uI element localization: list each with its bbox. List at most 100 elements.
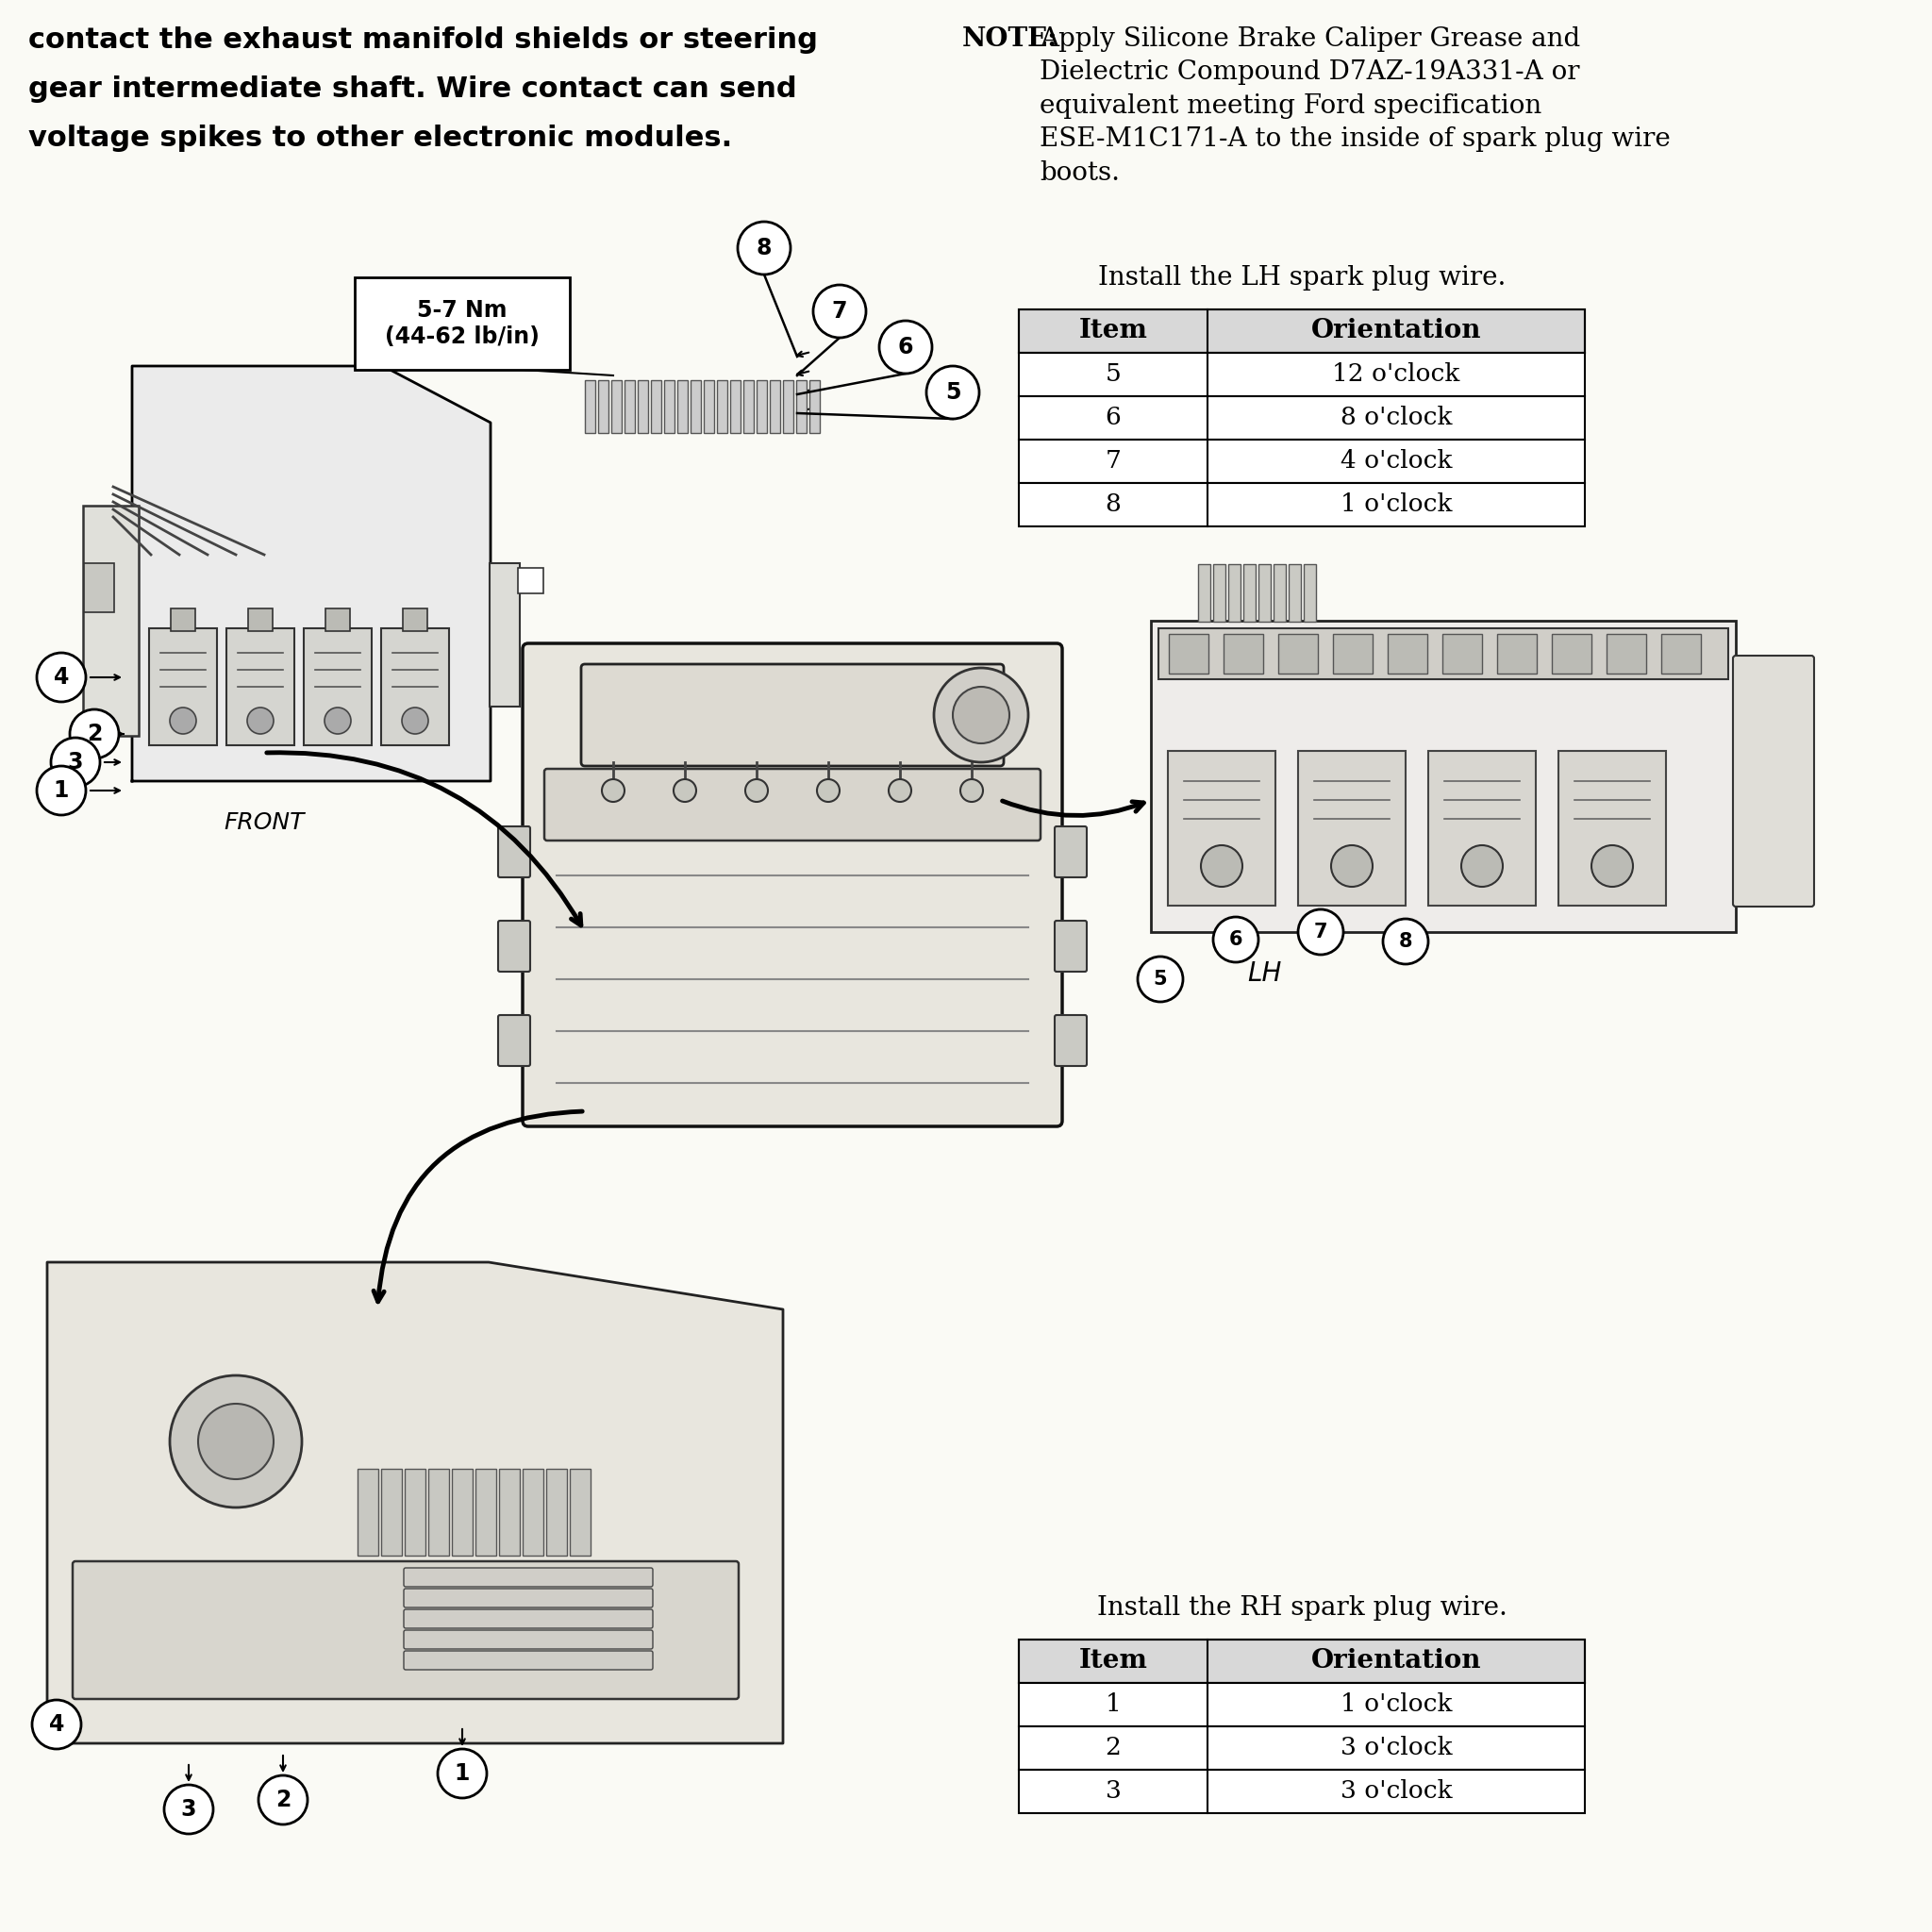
Circle shape (170, 1376, 301, 1507)
Circle shape (889, 779, 912, 802)
Circle shape (1331, 846, 1372, 887)
FancyBboxPatch shape (1428, 752, 1536, 906)
FancyBboxPatch shape (782, 381, 792, 433)
Circle shape (1202, 846, 1242, 887)
FancyBboxPatch shape (518, 568, 543, 593)
Text: LH: LH (1246, 960, 1281, 987)
Text: 8: 8 (1105, 493, 1121, 516)
FancyBboxPatch shape (452, 1468, 473, 1555)
FancyBboxPatch shape (1159, 628, 1729, 680)
FancyBboxPatch shape (638, 381, 647, 433)
FancyBboxPatch shape (1018, 1770, 1584, 1812)
FancyBboxPatch shape (703, 381, 713, 433)
Circle shape (50, 738, 100, 786)
FancyBboxPatch shape (381, 628, 448, 746)
FancyBboxPatch shape (1443, 634, 1482, 674)
FancyBboxPatch shape (1662, 634, 1700, 674)
Circle shape (746, 779, 767, 802)
Text: 12 o'clock: 12 o'clock (1333, 363, 1461, 386)
FancyBboxPatch shape (1223, 634, 1264, 674)
FancyBboxPatch shape (583, 381, 595, 433)
Circle shape (1383, 920, 1428, 964)
FancyBboxPatch shape (149, 628, 216, 746)
Text: 1 o'clock: 1 o'clock (1341, 493, 1453, 516)
Text: 4: 4 (54, 667, 70, 688)
FancyBboxPatch shape (247, 609, 272, 632)
FancyBboxPatch shape (489, 564, 520, 707)
Text: 3: 3 (182, 1799, 197, 1820)
Text: Install the RH spark plug wire.: Install the RH spark plug wire. (1097, 1596, 1507, 1621)
Text: 3 o'clock: 3 o'clock (1341, 1779, 1453, 1803)
FancyBboxPatch shape (73, 1561, 738, 1698)
Text: 8: 8 (1399, 931, 1412, 951)
Circle shape (164, 1785, 213, 1833)
FancyBboxPatch shape (769, 381, 781, 433)
Text: 5-7 Nm
(44-62 lb/in): 5-7 Nm (44-62 lb/in) (384, 299, 539, 348)
FancyBboxPatch shape (1551, 634, 1592, 674)
Circle shape (813, 284, 866, 338)
Circle shape (70, 709, 120, 759)
Text: Item: Item (1078, 1648, 1148, 1673)
FancyBboxPatch shape (1242, 564, 1256, 622)
FancyBboxPatch shape (381, 1468, 402, 1555)
FancyBboxPatch shape (1497, 634, 1536, 674)
Circle shape (738, 222, 790, 274)
Polygon shape (46, 1262, 782, 1743)
FancyBboxPatch shape (170, 609, 195, 632)
FancyBboxPatch shape (404, 1609, 653, 1629)
FancyBboxPatch shape (1055, 827, 1086, 877)
FancyBboxPatch shape (730, 381, 740, 433)
FancyBboxPatch shape (355, 278, 570, 369)
Text: Orientation: Orientation (1312, 1648, 1482, 1673)
FancyBboxPatch shape (810, 381, 819, 433)
FancyBboxPatch shape (429, 1468, 448, 1555)
FancyBboxPatch shape (303, 628, 371, 746)
Circle shape (879, 321, 931, 373)
Text: 3 o'clock: 3 o'clock (1341, 1737, 1453, 1760)
FancyBboxPatch shape (524, 1468, 543, 1555)
FancyBboxPatch shape (226, 628, 294, 746)
Text: Install the LH spark plug wire.: Install the LH spark plug wire. (1097, 265, 1505, 290)
FancyBboxPatch shape (547, 1468, 566, 1555)
FancyBboxPatch shape (357, 1468, 379, 1555)
FancyBboxPatch shape (624, 381, 634, 433)
FancyBboxPatch shape (1273, 564, 1285, 622)
Text: 7: 7 (1314, 923, 1327, 941)
Circle shape (960, 779, 983, 802)
Text: contact the exhaust manifold shields or steering: contact the exhaust manifold shields or … (29, 27, 817, 54)
FancyBboxPatch shape (690, 381, 701, 433)
FancyBboxPatch shape (651, 381, 661, 433)
FancyBboxPatch shape (1018, 1683, 1584, 1727)
FancyBboxPatch shape (545, 769, 1041, 840)
FancyBboxPatch shape (597, 381, 609, 433)
FancyBboxPatch shape (676, 381, 688, 433)
FancyBboxPatch shape (475, 1468, 497, 1555)
Circle shape (933, 668, 1028, 763)
FancyBboxPatch shape (1213, 564, 1225, 622)
Text: 5: 5 (1153, 970, 1167, 989)
Circle shape (1592, 846, 1633, 887)
Text: 4: 4 (48, 1714, 64, 1735)
Circle shape (674, 779, 696, 802)
FancyBboxPatch shape (524, 643, 1063, 1126)
Text: voltage spikes to other electronic modules.: voltage spikes to other electronic modul… (29, 124, 732, 153)
Circle shape (325, 707, 352, 734)
Text: 6: 6 (1229, 929, 1242, 949)
Text: 8 o'clock: 8 o'clock (1341, 406, 1453, 429)
Circle shape (1138, 956, 1182, 1003)
Text: 1: 1 (1105, 1692, 1121, 1716)
Text: 8: 8 (755, 238, 773, 259)
FancyBboxPatch shape (498, 827, 529, 877)
FancyBboxPatch shape (1559, 752, 1665, 906)
FancyBboxPatch shape (1298, 752, 1406, 906)
Circle shape (199, 1405, 274, 1480)
Circle shape (925, 365, 980, 419)
Circle shape (1213, 918, 1258, 962)
FancyBboxPatch shape (1018, 396, 1584, 440)
FancyBboxPatch shape (1018, 483, 1584, 526)
FancyBboxPatch shape (404, 1569, 653, 1586)
FancyBboxPatch shape (404, 1468, 425, 1555)
Text: 7: 7 (1105, 450, 1121, 473)
Circle shape (247, 707, 274, 734)
Text: 2: 2 (274, 1789, 290, 1812)
